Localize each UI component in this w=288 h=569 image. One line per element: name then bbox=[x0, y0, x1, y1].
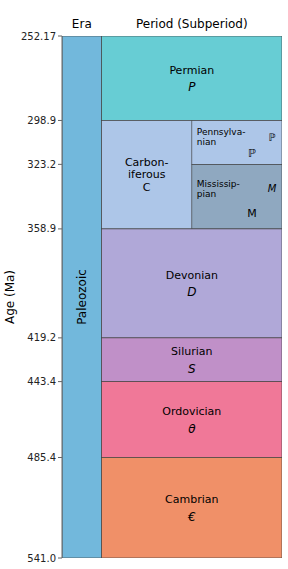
tick bbox=[58, 337, 62, 338]
period-label: Cambrian bbox=[165, 493, 218, 506]
period-label: Ordovician bbox=[162, 405, 221, 418]
tick-label: 252.17 bbox=[21, 31, 56, 42]
tick bbox=[58, 457, 62, 458]
subperiod-symbol: M bbox=[247, 207, 257, 220]
subperiod-label: Mississip-pian bbox=[197, 179, 240, 199]
tick-label: 443.4 bbox=[27, 376, 56, 387]
period-symbol: € bbox=[187, 510, 196, 524]
period-symbol: θ bbox=[188, 422, 196, 436]
period-box bbox=[102, 338, 282, 382]
period-symbol: D bbox=[187, 285, 196, 299]
period-symbol: S bbox=[188, 362, 196, 376]
tick bbox=[58, 164, 62, 165]
tick-label: 298.9 bbox=[27, 115, 56, 126]
axis-line bbox=[62, 36, 63, 558]
period-box bbox=[102, 382, 282, 458]
y-axis-label: Age (Ma) bbox=[3, 270, 17, 324]
tick bbox=[58, 381, 62, 382]
subperiod-symbol: M bbox=[268, 183, 277, 194]
period-box bbox=[102, 120, 282, 228]
period-label: Permian bbox=[169, 64, 214, 77]
period-symbol: P bbox=[188, 80, 196, 94]
column-header: Era bbox=[72, 17, 92, 31]
era-label: Paleozoic bbox=[75, 269, 89, 325]
period-label: Devonian bbox=[166, 269, 218, 282]
period-label: Silurian bbox=[171, 345, 212, 358]
period-box bbox=[102, 36, 282, 120]
period-label: Carbon-iferousC bbox=[125, 156, 169, 194]
tick bbox=[58, 558, 62, 559]
tick-label: 323.2 bbox=[27, 159, 56, 170]
subperiod-box bbox=[192, 120, 282, 164]
tick bbox=[58, 120, 62, 121]
tick bbox=[58, 228, 62, 229]
tick-label: 541.0 bbox=[27, 553, 56, 564]
tick bbox=[58, 36, 62, 37]
subperiod-symbol: ℙ bbox=[268, 132, 275, 143]
column-header: Period (Subperiod) bbox=[136, 17, 248, 31]
period-box bbox=[102, 229, 282, 338]
labels: Paleozoic Permian P Carbon-iferousC Pennsylv… bbox=[75, 64, 277, 524]
y-axis: 252.17 298.9 323.2 358.9 419.2 443.4 485.4 541.… bbox=[21, 31, 62, 564]
tick-label: 419.2 bbox=[27, 332, 56, 343]
marks bbox=[62, 36, 282, 558]
tick-label: 358.9 bbox=[27, 223, 56, 234]
tick-label: 485.4 bbox=[27, 452, 56, 463]
era-box bbox=[62, 36, 102, 558]
chart: Paleozoic Permian P Carbon-iferousC Pennsylv… bbox=[0, 0, 288, 569]
period-box bbox=[102, 458, 282, 558]
subperiod-label: Pennsylva-nian bbox=[197, 127, 246, 147]
subperiod-symbol: ℙ bbox=[248, 147, 256, 160]
subperiod-box bbox=[192, 164, 282, 229]
